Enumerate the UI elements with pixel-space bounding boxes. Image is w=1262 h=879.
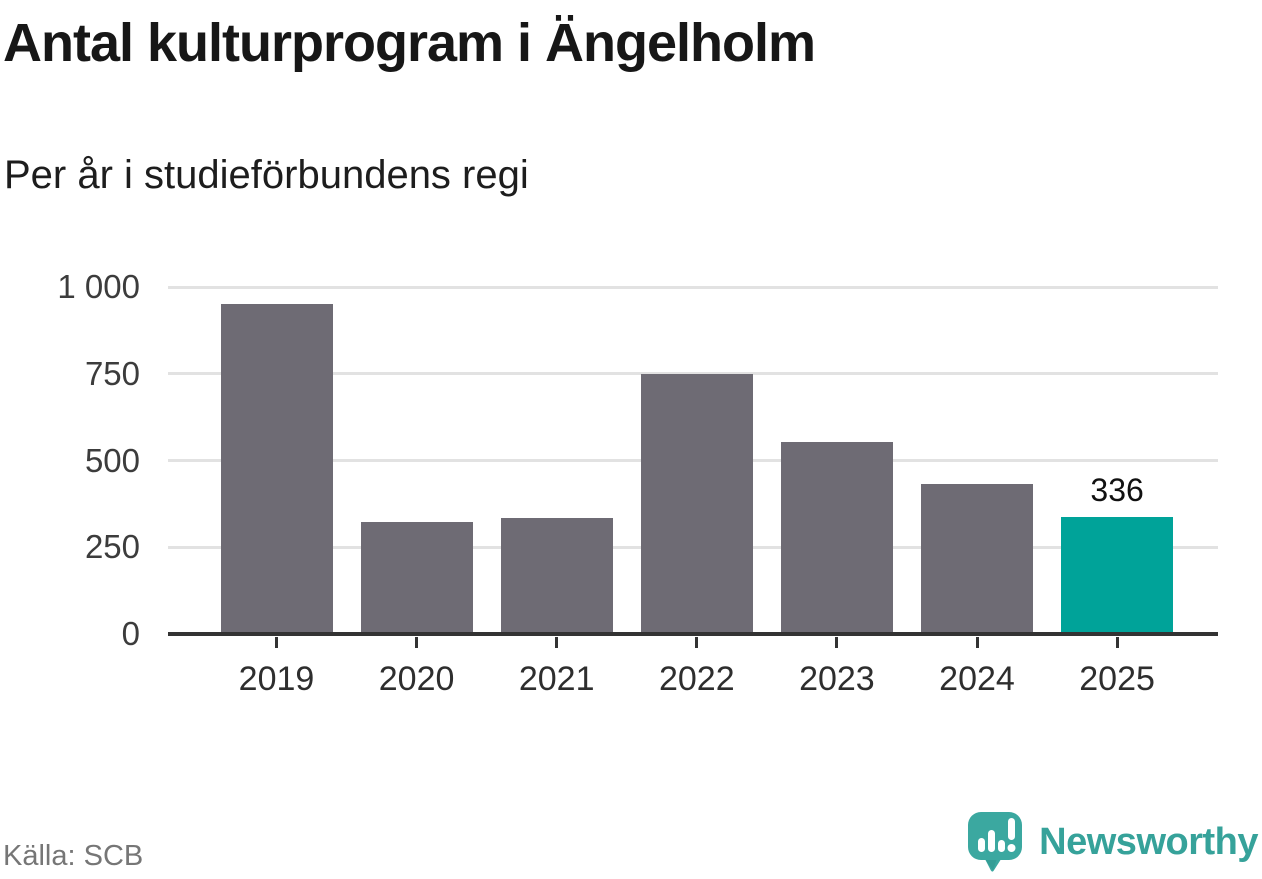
x-axis-tick-label-2020: 2020 <box>378 660 455 698</box>
newsworthy-wordmark: Newsworthy <box>1039 820 1258 863</box>
x-axis-tick-2020 <box>415 637 419 648</box>
x-axis-tick-label-2019: 2019 <box>238 660 315 698</box>
x-axis-tick-label-2024: 2024 <box>939 660 1015 698</box>
x-axis-tick-2024 <box>975 637 979 648</box>
newsworthy-logo-icon <box>967 811 1023 873</box>
bar-2019 <box>220 304 333 633</box>
x-axis-tick-label-2023: 2023 <box>799 660 875 698</box>
x-axis-tick-2019 <box>275 637 278 648</box>
chart-title: Antal kulturprogram i Ängelholm <box>3 13 816 73</box>
x-axis-tick-2022 <box>695 637 699 648</box>
source-note: Källa: SCB <box>3 840 144 872</box>
y-axis-tick-label-250: 250 <box>84 528 140 566</box>
x-axis-tick-2021 <box>555 637 559 648</box>
x-axis-line <box>168 632 1218 636</box>
bar-2020 <box>360 521 473 633</box>
bar-2023 <box>780 442 893 633</box>
x-axis-tick-2025 <box>1115 637 1119 648</box>
bar-2025 <box>1061 517 1174 633</box>
y-axis-tick-label-1000: 1 000 <box>57 268 140 305</box>
gridline-1000 <box>168 285 1218 289</box>
x-axis-tick-2023 <box>835 637 839 648</box>
y-axis-tick-label-500: 500 <box>84 441 140 479</box>
y-axis-tick-label-0: 0 <box>121 615 140 652</box>
x-axis-tick-label-2021: 2021 <box>518 660 595 698</box>
bar-2024 <box>921 484 1033 633</box>
x-axis-tick-label-2025: 2025 <box>1079 660 1155 698</box>
newsworthy-brand-link[interactable]: Newsworthy <box>967 811 1258 873</box>
bar-value-label-2025: 336 <box>1090 472 1144 509</box>
bar-2021 <box>500 518 613 633</box>
x-axis-tick-label-2022: 2022 <box>658 660 735 698</box>
y-axis-tick-label-750: 750 <box>84 354 140 392</box>
bar-2022 <box>640 373 753 633</box>
chart-subtitle: Per år i studieförbundens regi <box>4 153 529 197</box>
